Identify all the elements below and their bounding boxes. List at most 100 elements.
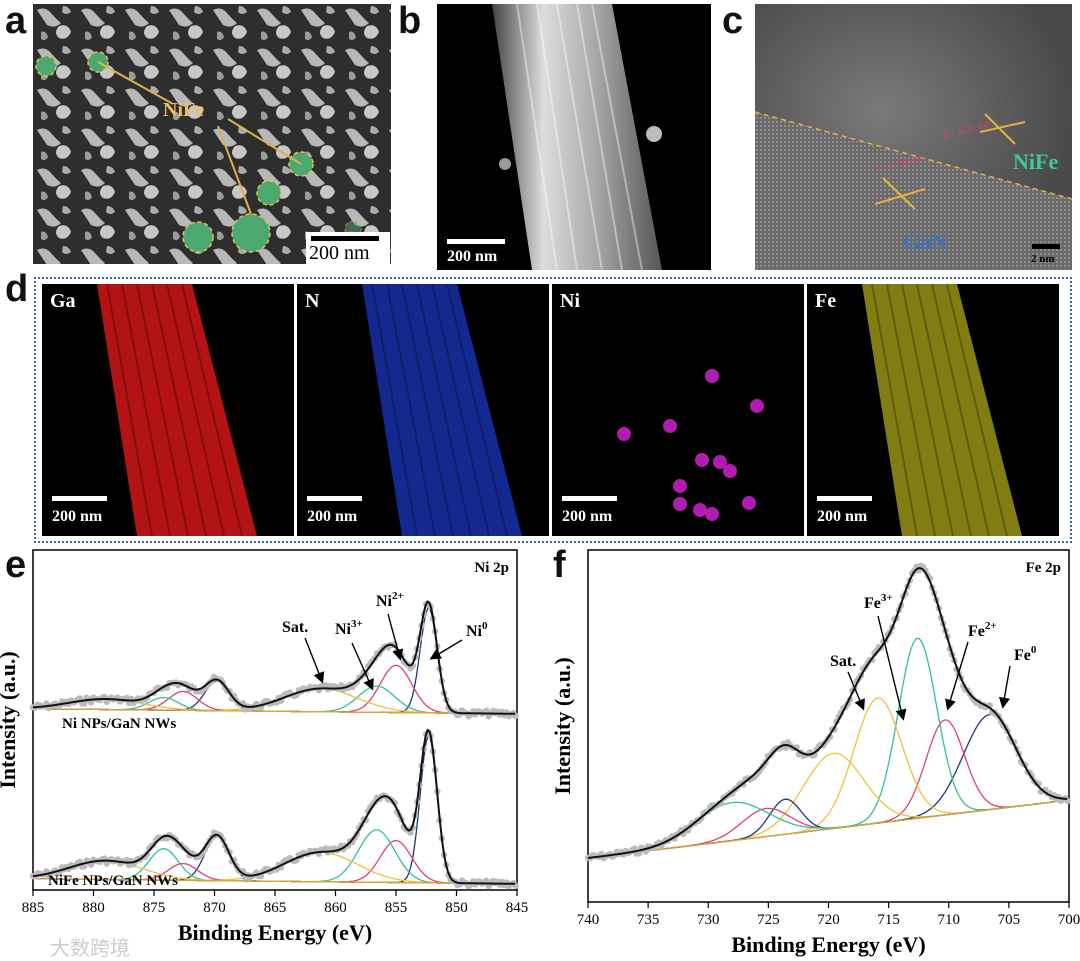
x-tick-label: 880 bbox=[82, 900, 105, 916]
nife-nps-spectrum-background bbox=[33, 878, 516, 885]
x-tick-label: 710 bbox=[938, 912, 961, 928]
ni-nps-spectrum-background bbox=[33, 708, 516, 715]
annotation-fe2-arrow bbox=[945, 641, 969, 711]
scale-text-c: 2 nm bbox=[1031, 253, 1055, 265]
x-axis-label: Binding Energy (eV) bbox=[178, 920, 372, 945]
scale-bar-a bbox=[311, 236, 379, 241]
fe2p-spectrum-background bbox=[587, 799, 1068, 859]
phase-nife: NiFe bbox=[1013, 149, 1059, 174]
fe2p-spectrum-raw-data bbox=[584, 562, 1071, 862]
y-axis-label: Intensity (a.u.) bbox=[0, 651, 20, 789]
x-tick-label: 855 bbox=[385, 900, 408, 916]
y-axis-label: Intensity (a.u.) bbox=[550, 657, 575, 795]
panel-label-c: c bbox=[722, 0, 744, 42]
x-axis-label: Binding Energy (eV) bbox=[731, 932, 925, 957]
eds-map-fe: Fe 200 nm bbox=[807, 284, 1059, 536]
eds-signal-n bbox=[362, 284, 522, 536]
x-tick-label: 700 bbox=[1058, 912, 1080, 928]
eds-scale-bar bbox=[817, 496, 872, 501]
annotation-fe2: Fe2+ bbox=[968, 620, 997, 640]
annotation-fe0-arrow bbox=[998, 665, 1011, 709]
annotation-sat-arrow bbox=[304, 637, 325, 684]
eds-signal-fe bbox=[862, 284, 1022, 536]
eds-frame bbox=[34, 277, 1072, 543]
sample-label: NiFe NPs/GaN NWs bbox=[48, 873, 178, 889]
eds-scale-bar bbox=[307, 496, 362, 501]
panel-label-e: e bbox=[5, 544, 27, 586]
x-tick-label: 705 bbox=[998, 912, 1021, 928]
annotation-ni2: Ni2+ bbox=[376, 590, 404, 610]
annotation-lines bbox=[97, 61, 302, 215]
eds-scale-text: 200 nm bbox=[307, 508, 358, 525]
eds-scale-text: 200 nm bbox=[52, 508, 103, 525]
watermark: 大数跨境 bbox=[50, 936, 130, 960]
x-tick-label: 845 bbox=[506, 900, 529, 916]
hrtem-image-c: d = 0.21 nm d = 0.26 nm NiFe GaN 2 nm bbox=[755, 4, 1072, 270]
annotation-sat: Sat. bbox=[830, 653, 856, 670]
fe2p-spectrum-component bbox=[587, 637, 1068, 859]
eds-scale-text: 200 nm bbox=[562, 508, 613, 525]
annotation-ni0-arrow bbox=[429, 639, 463, 660]
scale-bar-c bbox=[1032, 244, 1060, 249]
ni-nps-spectrum-envelope bbox=[32, 600, 516, 715]
eds-map-ni: Ni 200 nm bbox=[552, 284, 804, 536]
scale-text-a: 200 nm bbox=[309, 242, 370, 264]
eds-element-label: Ni bbox=[560, 290, 580, 312]
x-tick-label: 885 bbox=[22, 900, 45, 916]
eds-signal-ga bbox=[97, 284, 257, 536]
eds-map-ga: Ga 200 nm bbox=[42, 284, 294, 536]
lattice-markers bbox=[874, 113, 1026, 210]
stem-image-b: 200 nm bbox=[437, 4, 711, 270]
x-tick-label: 865 bbox=[264, 900, 287, 916]
annotation-fe3: Fe3+ bbox=[864, 592, 893, 612]
eds-scale-bar bbox=[562, 496, 617, 501]
panel-label-f: f bbox=[553, 544, 566, 586]
eds-scale-text: 200 nm bbox=[817, 508, 868, 525]
chart-title: Fe 2p bbox=[1026, 560, 1061, 576]
eds-element-label: Fe bbox=[815, 290, 837, 312]
sample-label: Ni NPs/GaN NWs bbox=[62, 716, 176, 732]
fe2p-spectrum-envelope bbox=[587, 567, 1068, 859]
hrtem-lattice bbox=[755, 4, 1072, 270]
x-tick-label: 715 bbox=[877, 912, 900, 928]
sem-texture bbox=[33, 4, 391, 264]
x-tick-label: 850 bbox=[445, 900, 468, 916]
scale-bar-b bbox=[447, 239, 505, 244]
eds-element-label: N bbox=[305, 290, 320, 312]
x-tick-label: 735 bbox=[637, 912, 660, 928]
fe2p-spectrum-component bbox=[587, 697, 1068, 859]
eds-scale-bar bbox=[52, 496, 107, 501]
panel-label-a: a bbox=[5, 0, 27, 42]
xps-chart-fe2p: 740 735 730 725 720 715 710 705 700 Binding Energ… bbox=[550, 549, 1080, 957]
eds-map-n: N 200 nm bbox=[297, 284, 549, 536]
x-tick-label: 730 bbox=[697, 912, 720, 928]
nife-particles bbox=[35, 51, 362, 253]
x-tick-label: 875 bbox=[143, 900, 166, 916]
panel-label-d: d bbox=[5, 268, 29, 310]
nanowire-bundle bbox=[492, 4, 662, 270]
panel-label-b: b bbox=[398, 0, 422, 42]
annotation-ni2-arrow bbox=[387, 613, 404, 661]
x-tick-label: 870 bbox=[203, 900, 226, 916]
annotation-sat: Sat. bbox=[282, 619, 308, 636]
x-tick-label: 740 bbox=[577, 912, 600, 928]
annotation-fe3-arrow bbox=[877, 615, 907, 721]
chart-title: Ni 2p bbox=[474, 560, 509, 576]
raw-point bbox=[81, 700, 88, 707]
x-tick-label: 725 bbox=[757, 912, 780, 928]
eds-element-label: Ga bbox=[50, 290, 76, 312]
sem-image-a: NiFe 200 nm bbox=[33, 4, 391, 264]
x-tick-label: 860 bbox=[324, 900, 347, 916]
annotation-ni0: Ni0 bbox=[466, 620, 488, 640]
x-tick-label: 720 bbox=[817, 912, 840, 928]
annotation-ni3-arrow bbox=[351, 642, 374, 691]
annotation-sat-arrow bbox=[847, 671, 865, 711]
scale-text-b: 200 nm bbox=[447, 248, 498, 265]
nife-annotation: NiFe bbox=[163, 99, 205, 121]
phase-gan: GaN bbox=[903, 229, 947, 254]
eds-signal-ni bbox=[617, 369, 764, 521]
xps-chart-ni2p: 885 880 875 870 865 860 855 850 845 Binding Energ… bbox=[0, 549, 529, 945]
annotation-fe0: Fe0 bbox=[1014, 644, 1037, 664]
nife-nps-spectrum-envelope bbox=[32, 728, 516, 885]
annotation-ni3: Ni3+ bbox=[335, 618, 363, 638]
